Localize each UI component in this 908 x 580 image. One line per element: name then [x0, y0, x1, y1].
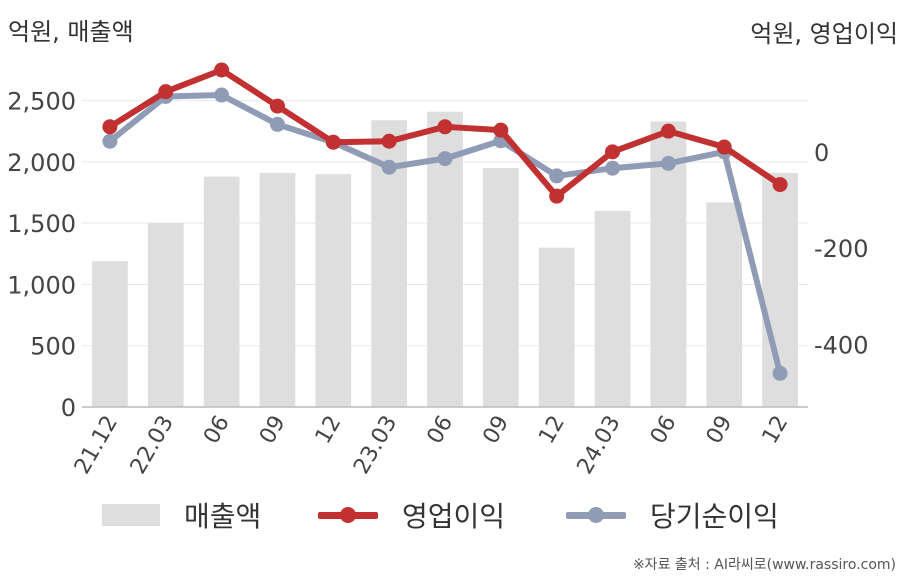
net-income-point — [605, 160, 621, 176]
operating-profit-point — [772, 177, 788, 193]
profit-lines — [102, 62, 788, 381]
legend-swatch-operating-profit — [318, 503, 378, 527]
revenue-bars — [92, 111, 798, 408]
source-note: ※자료 출처 : AI라씨로(www.rassiro.com) — [632, 557, 896, 573]
left-tick-label: 500 — [30, 333, 76, 361]
legend: 매출액 영업이익 당기순이익 — [0, 492, 908, 538]
left-tick-label: 2,500 — [7, 88, 76, 116]
x-tick-label: 12 — [758, 412, 794, 449]
x-tick-label: 06 — [199, 412, 235, 449]
legend-label-revenue: 매출액 — [184, 500, 262, 533]
legend-label-operating-profit: 영업이익 — [402, 500, 506, 533]
legend-swatch-net-income — [566, 503, 626, 527]
right-tick-label: 0 — [814, 139, 829, 167]
net-income-point — [660, 155, 676, 171]
x-tick-label: 09 — [255, 412, 291, 449]
net-income-point — [214, 87, 230, 103]
legend-item-operating-profit: 영업이익 — [318, 492, 505, 538]
operating-profit-point — [269, 98, 285, 114]
x-tick-label: 22.03 — [126, 412, 179, 479]
revenue-bar — [259, 172, 296, 407]
net-income-point — [102, 133, 118, 149]
operating-profit-point — [381, 133, 397, 149]
operating-profit-point — [716, 139, 732, 155]
left-tick-label: 2,000 — [7, 149, 76, 177]
net-income-point — [381, 159, 397, 175]
revenue-bar — [594, 210, 631, 407]
net-income-point — [269, 116, 285, 132]
left-tick-label: 1,000 — [7, 271, 76, 299]
x-tick-label: 12 — [534, 412, 570, 449]
revenue-bar — [482, 168, 519, 407]
x-tick-label: 09 — [478, 412, 514, 449]
net-income-point — [772, 365, 788, 381]
x-tick-label: 21.12 — [70, 412, 123, 479]
x-tick-label: 23.03 — [349, 412, 402, 479]
x-tick-label: 06 — [646, 412, 682, 449]
revenue-bar — [203, 176, 240, 407]
operating-profit-point — [493, 122, 509, 138]
operating-profit-point — [214, 62, 230, 78]
x-tick-label: 06 — [423, 412, 459, 449]
operating-profit-point — [549, 188, 565, 204]
operating-profit-point — [102, 119, 118, 135]
right-tick-label: -400 — [814, 331, 868, 359]
revenue-bar — [538, 247, 575, 407]
revenue-bar — [147, 223, 184, 407]
revenue-bar — [315, 174, 352, 407]
right-tick-label: -200 — [814, 235, 868, 263]
net-income-point — [549, 168, 565, 184]
operating-profit-point — [158, 84, 174, 100]
revenue-bar — [92, 261, 128, 407]
legend-item-net-income: 당기순이익 — [566, 492, 779, 538]
right-axis-unit: 억원, 영업이익 — [750, 20, 898, 48]
legend-label-net-income: 당기순이익 — [650, 500, 779, 533]
operating-profit-point — [437, 119, 453, 135]
net-income-point — [437, 151, 453, 167]
left-tick-label: 1,500 — [7, 210, 76, 238]
operating-profit-point — [660, 123, 676, 139]
x-tick-label: 24.03 — [573, 412, 626, 479]
left-tick-label: 0 — [61, 394, 76, 422]
x-tick-label: 09 — [702, 412, 738, 449]
legend-item-revenue: 매출액 — [102, 492, 261, 538]
operating-profit-point — [605, 144, 621, 160]
left-axis-unit: 억원, 매출액 — [8, 18, 134, 46]
operating-profit-point — [325, 134, 341, 150]
x-tick-label: 12 — [311, 412, 347, 449]
legend-swatch-revenue — [102, 504, 160, 526]
revenue-bar — [706, 202, 743, 407]
